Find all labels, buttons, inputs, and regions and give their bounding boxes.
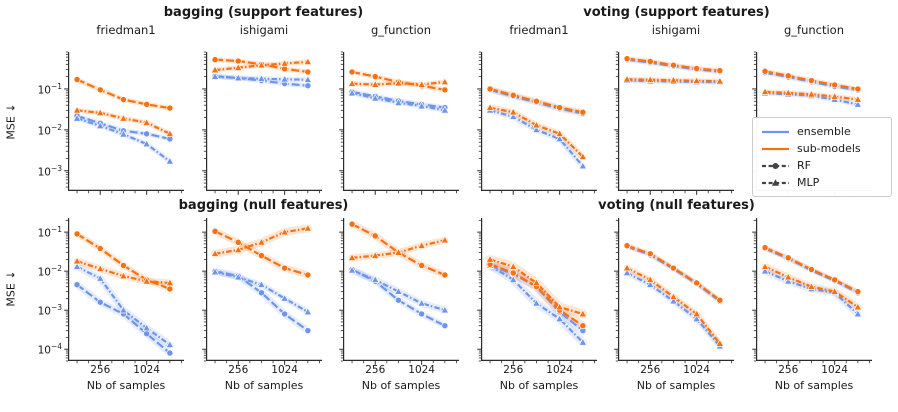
x-tick-label: 1024	[683, 364, 710, 376]
legend: ensemble sub-models RF MLP	[752, 117, 892, 197]
y-tick-label: 10−2	[37, 122, 62, 138]
x-tick-label: 256	[778, 364, 799, 376]
group-title-bagging-support: bagging (support features)	[163, 5, 364, 20]
plot-canvas	[202, 218, 322, 365]
plot-canvas	[752, 218, 872, 365]
subplot-bagging-null-friedman1	[64, 218, 184, 365]
x-axis-label: Nb of samples	[774, 379, 854, 392]
y-tick-label: 10−3	[37, 303, 62, 318]
subplot-voting-support-friedman1	[477, 51, 597, 195]
x-tick-label: 256	[365, 364, 386, 376]
plot-canvas	[614, 218, 734, 365]
x-tick-label: 256	[90, 364, 111, 376]
subplot-bagging-support-friedman1	[64, 51, 184, 195]
legend-label-sub-models: sub-models	[797, 142, 861, 155]
plot-canvas	[339, 218, 459, 365]
x-tick-label: 1024	[408, 364, 435, 376]
plot-canvas	[339, 51, 459, 195]
x-tick-label: 1024	[821, 364, 848, 376]
plot-canvas	[477, 51, 597, 195]
x-axis-label: Nb of samples	[224, 379, 304, 392]
legend-line-sub-models	[762, 142, 789, 156]
plot-canvas	[614, 51, 734, 195]
legend-label-rf: RF	[797, 159, 811, 172]
subplot-voting-support-ishigami	[614, 51, 734, 195]
legend-entry-mlp: MLP	[762, 174, 882, 191]
plot-canvas	[64, 218, 184, 365]
subplot-title-ishigami-right: ishigami	[651, 23, 701, 37]
legend-entry-ensemble: ensemble	[762, 123, 882, 140]
group-title-voting-support: voting (support features)	[583, 5, 770, 20]
y-tick-labels-top-row: 10−1 10−2 10−3	[28, 52, 64, 191]
plot-canvas	[477, 218, 597, 365]
group-title-bagging-null: bagging (null features)	[178, 198, 349, 213]
x-axis-label: Nb of samples	[499, 379, 579, 392]
group-title-voting-null: voting (null features)	[598, 198, 755, 213]
subplot-title-g_function-right: g_function	[783, 23, 845, 37]
subplot-bagging-null-ishigami	[202, 218, 322, 365]
y-tick-label: 10−3	[37, 163, 62, 179]
legend-label-ensemble: ensemble	[797, 125, 851, 138]
x-tick-label: 1024	[133, 364, 160, 376]
y-tick-label: 10−1	[37, 225, 62, 240]
y-axis-label-bottom-row: MSE ↓	[4, 270, 18, 307]
plot-canvas	[64, 51, 184, 195]
subplot-title-friedman1-right: friedman1	[509, 23, 569, 37]
subplot-title-friedman1-left: friedman1	[96, 23, 156, 37]
x-tick-label: 256	[228, 364, 249, 376]
legend-entry-rf: RF	[762, 157, 882, 174]
subplot-bagging-support-ishigami	[202, 51, 322, 195]
y-tick-label: 10−1	[37, 81, 62, 97]
subplot-voting-null-ishigami	[614, 218, 734, 365]
legend-entry-sub-models: sub-models	[762, 140, 882, 157]
x-axis-label: Nb of samples	[86, 379, 166, 392]
subplot-title-g_function-left: g_function	[370, 23, 432, 37]
x-tick-label: 256	[503, 364, 524, 376]
x-tick-label: 1024	[271, 364, 298, 376]
legend-label-mlp: MLP	[797, 176, 820, 189]
legend-line-mlp	[762, 176, 789, 190]
subplot-title-ishigami-left: ishigami	[239, 23, 289, 37]
x-tick-label: 256	[640, 364, 661, 376]
x-axis-label: Nb of samples	[361, 379, 441, 392]
y-tick-label: 10−4	[37, 342, 62, 357]
x-tick-label: 1024	[546, 364, 573, 376]
subplot-voting-null-friedman1	[477, 218, 597, 365]
subplot-bagging-support-g_function	[339, 51, 459, 195]
y-tick-labels-bottom-row: 10−1 10−2 10−3 10−4	[28, 218, 64, 361]
plot-canvas	[202, 51, 322, 195]
subplot-bagging-null-g_function	[339, 218, 459, 365]
legend-line-ensemble	[762, 125, 789, 139]
legend-line-rf	[762, 159, 789, 173]
y-axis-label-top-row: MSE ↓	[4, 103, 18, 140]
x-axis-label: Nb of samples	[636, 379, 716, 392]
subplot-voting-null-g_function	[752, 218, 872, 365]
y-tick-label: 10−2	[37, 264, 62, 279]
